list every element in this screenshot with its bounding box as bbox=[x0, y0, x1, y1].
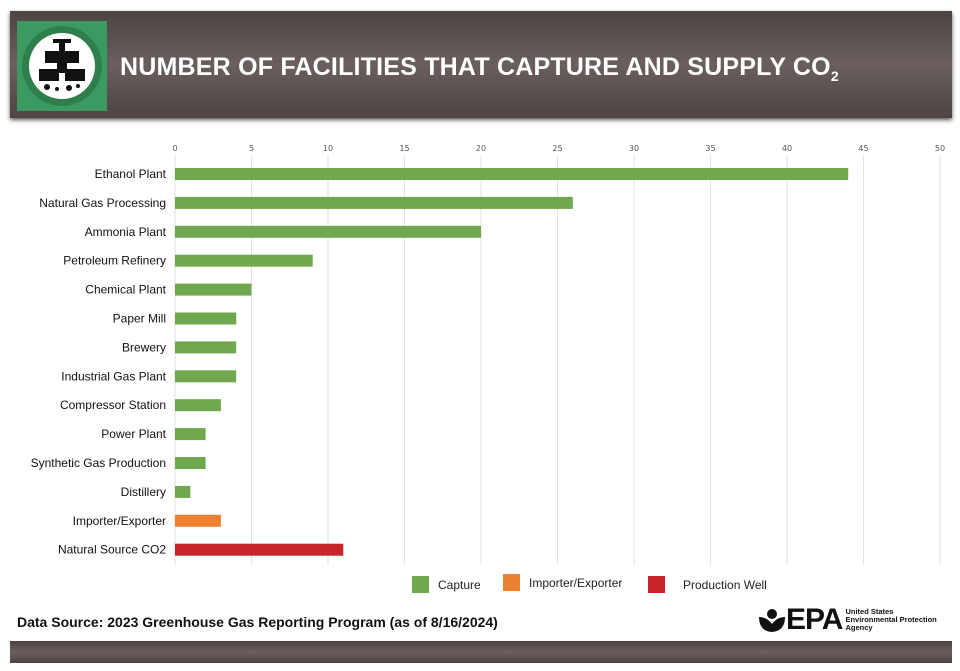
bar-power-plant bbox=[175, 428, 206, 441]
legend-swatch bbox=[648, 576, 665, 593]
data-source: Data Source: 2023 Greenhouse Gas Reporti… bbox=[17, 614, 498, 630]
category-label: Industrial Gas Plant bbox=[61, 369, 166, 383]
epa-flower-icon bbox=[759, 609, 785, 632]
category-label: Brewery bbox=[122, 340, 166, 354]
bar-natural-source-co2 bbox=[175, 543, 344, 556]
category-label: Ammonia Plant bbox=[85, 225, 167, 239]
bar-chemical-plant bbox=[175, 283, 252, 296]
x-tick-label: 30 bbox=[629, 144, 639, 153]
legend-swatch bbox=[412, 576, 429, 593]
category-label: Compressor Station bbox=[60, 398, 166, 412]
footer-banner bbox=[10, 641, 952, 663]
category-label: Ethanol Plant bbox=[95, 167, 167, 181]
category-label: Natural Source CO2 bbox=[58, 543, 166, 557]
bar-industrial-gas-plant bbox=[175, 370, 237, 383]
x-tick-label: 25 bbox=[552, 144, 562, 153]
bar-ammonia-plant bbox=[175, 225, 481, 238]
x-tick-label: 35 bbox=[705, 144, 715, 153]
category-label: Petroleum Refinery bbox=[63, 254, 166, 268]
category-label: Paper Mill bbox=[113, 312, 166, 326]
category-label: Chemical Plant bbox=[85, 283, 166, 297]
x-tick-label: 10 bbox=[323, 144, 333, 153]
bar-importer-exporter bbox=[175, 514, 221, 527]
bar-compressor-station bbox=[175, 399, 221, 412]
bar-natural-gas-processing bbox=[175, 196, 573, 209]
category-label: Power Plant bbox=[101, 427, 166, 441]
bar-distillery bbox=[175, 485, 191, 498]
page-title: NUMBER OF FACILITIES THAT CAPTURE AND SU… bbox=[120, 53, 839, 84]
category-label: Natural Gas Processing bbox=[39, 196, 166, 210]
epa-logo: EPA United States Environmental Protectio… bbox=[758, 603, 937, 637]
bar-ethanol-plant bbox=[175, 168, 849, 180]
bar-chart: 0 5 10 15 20 25 30 35 40 45 50 Ethanol Plant Natural… bbox=[31, 144, 945, 565]
legend-swatch bbox=[503, 574, 520, 591]
bar-paper-mill bbox=[175, 312, 237, 325]
x-tick-label: 20 bbox=[476, 144, 486, 153]
x-tick-label: 0 bbox=[172, 144, 177, 153]
x-tick-label: 45 bbox=[858, 144, 868, 153]
category-label: Synthetic Gas Production bbox=[31, 456, 166, 470]
x-tick-label: 15 bbox=[399, 144, 409, 153]
co2-supply-icon bbox=[17, 21, 107, 111]
legend-item-importer-exporter: Importer/Exporter bbox=[503, 574, 622, 591]
bar-petroleum-refinery bbox=[175, 254, 313, 267]
x-tick-label: 40 bbox=[782, 144, 792, 153]
category-label: Importer/Exporter bbox=[73, 514, 166, 528]
x-tick-label: 5 bbox=[249, 144, 254, 153]
legend-item-production-well: Production Well bbox=[648, 576, 767, 593]
header-banner: NUMBER OF FACILITIES THAT CAPTURE AND SU… bbox=[10, 11, 952, 118]
bar-synthetic-gas-production bbox=[175, 457, 206, 469]
legend-item-capture: Capture bbox=[412, 576, 481, 593]
category-label: Distillery bbox=[121, 485, 166, 499]
x-tick-label: 50 bbox=[935, 144, 945, 153]
bar-brewery bbox=[175, 341, 237, 354]
